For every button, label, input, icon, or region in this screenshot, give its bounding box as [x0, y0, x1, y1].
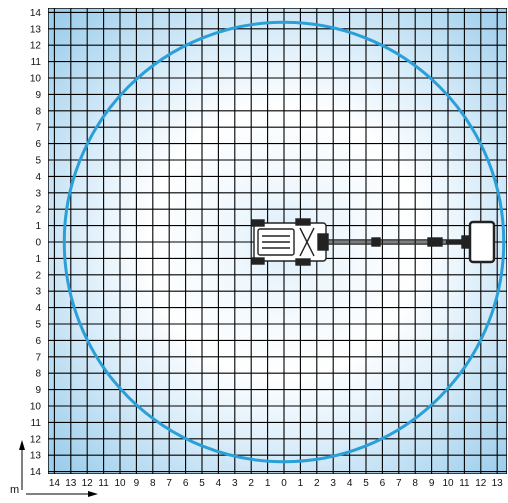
x-tick-label: 12 [82, 478, 94, 489]
x-tick-label: 7 [166, 478, 172, 489]
y-tick-label: 9 [35, 385, 41, 396]
y-tick-label: 2 [35, 205, 41, 216]
x-tick-label: 11 [98, 478, 109, 489]
y-tick-label: 6 [35, 336, 41, 347]
y-tick-label: 10 [30, 74, 42, 85]
x-tick-label: 5 [199, 478, 205, 489]
x-tick-label: 6 [183, 478, 189, 489]
y-tick-label: 7 [35, 352, 41, 363]
y-tick-label: 4 [35, 172, 41, 183]
x-tick-label: 9 [429, 478, 435, 489]
y-tick-label: 1 [35, 221, 41, 232]
x-tick-label: 8 [150, 478, 156, 489]
y-tick-label: 3 [35, 188, 41, 199]
x-tick-label: 13 [492, 478, 504, 489]
machine-boom [326, 237, 466, 247]
x-tick-label: 1 [298, 478, 304, 489]
y-tick-label: 4 [35, 303, 41, 314]
y-tick-label: 10 [30, 402, 42, 413]
unit-indicator: m [10, 440, 98, 497]
x-tick-label: 12 [475, 478, 487, 489]
x-tick-label: 9 [134, 478, 140, 489]
x-tick-label: 2 [248, 478, 254, 489]
y-tick-label: 9 [35, 90, 41, 101]
unit-label: m [10, 484, 19, 496]
y-tick-label: 8 [35, 106, 41, 117]
y-tick-label: 11 [31, 418, 42, 429]
x-tick-label: 14 [49, 478, 61, 489]
x-tick-label: 11 [459, 478, 470, 489]
y-tick-label: 2 [35, 270, 41, 281]
x-tick-label: 10 [114, 478, 126, 489]
y-tick-label: 7 [35, 123, 41, 134]
unit-arrow-right-head [88, 491, 98, 497]
y-tick-label: 1 [35, 254, 41, 265]
x-tick-label: 7 [396, 478, 402, 489]
x-tick-label: 4 [216, 478, 222, 489]
y-tick-label: 0 [35, 238, 41, 249]
y-tick-label: 11 [31, 57, 42, 68]
machine-chassis [251, 218, 329, 266]
y-tick-label: 3 [35, 287, 41, 298]
x-tick-label: 6 [380, 478, 386, 489]
y-tick-label: 6 [35, 139, 41, 150]
y-tick-label: 12 [30, 41, 42, 52]
grid [48, 8, 507, 474]
y-tick-label: 14 [30, 467, 42, 478]
x-tick-label: 8 [412, 478, 418, 489]
y-tick-label: 13 [30, 451, 42, 462]
y-tick-label: 13 [30, 24, 42, 35]
x-tick-label: 13 [65, 478, 77, 489]
x-tick-label: 3 [232, 478, 238, 489]
x-tick-label: 10 [442, 478, 454, 489]
reach-circle [62, 20, 506, 464]
x-tick-label: 1 [265, 478, 271, 489]
y-tick-label: 12 [30, 434, 42, 445]
y-tick-label: 8 [35, 369, 41, 380]
x-tick-label: 4 [347, 478, 353, 489]
x-tick-label: 2 [314, 478, 320, 489]
y-tick-label: 5 [35, 320, 41, 331]
unit-arrow-up-head [19, 440, 25, 450]
x-tick-label: 0 [281, 478, 287, 489]
x-tick-label: 5 [363, 478, 369, 489]
y-tick-label: 14 [30, 8, 42, 19]
machine-top-view [251, 218, 496, 266]
x-tick-label: 3 [330, 478, 336, 489]
machine-platform-basket [461, 220, 496, 264]
y-tick-label: 5 [35, 156, 41, 167]
